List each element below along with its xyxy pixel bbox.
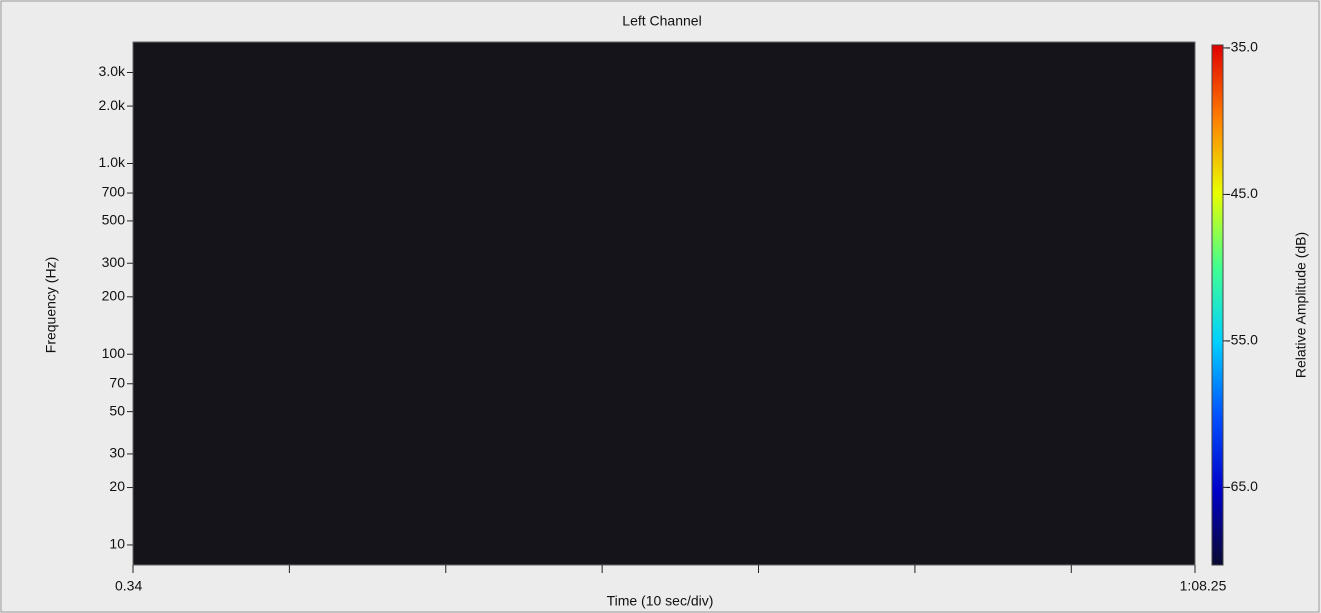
y-tick-label: 3.0k bbox=[99, 63, 126, 79]
y-tick-label: 500 bbox=[102, 212, 126, 228]
colorbar-tick-label: -35.0 bbox=[1226, 39, 1258, 55]
plot-area bbox=[133, 42, 1195, 565]
y-tick-label: 200 bbox=[102, 288, 126, 304]
colorbar bbox=[1212, 45, 1223, 565]
y-tick-label: 70 bbox=[109, 374, 125, 390]
colorbar-tick-label: -65.0 bbox=[1226, 478, 1258, 494]
chart: Left Channel Time (10 sec/div) Frequency… bbox=[0, 0, 1321, 613]
colorbar-label: Relative Amplitude (dB) bbox=[1293, 232, 1309, 378]
y-tick-label: 1.0k bbox=[99, 154, 126, 170]
y-axis-label: Frequency (Hz) bbox=[43, 257, 59, 353]
x-tick-label: 0.34 bbox=[115, 578, 142, 594]
y-tick-label: 2.0k bbox=[99, 97, 126, 113]
y-tick-label: 50 bbox=[109, 402, 125, 418]
chart-title: Left Channel bbox=[622, 13, 701, 29]
y-tick-label: 300 bbox=[102, 254, 126, 270]
x-axis-label: Time (10 sec/div) bbox=[607, 593, 714, 609]
y-tick-label: 700 bbox=[102, 184, 126, 200]
y-tick-label: 30 bbox=[109, 445, 125, 461]
colorbar-tick-label: -45.0 bbox=[1226, 185, 1258, 201]
colorbar-tick-label: -55.0 bbox=[1226, 332, 1258, 348]
y-tick-label: 20 bbox=[109, 478, 125, 494]
y-tick-label: 100 bbox=[102, 345, 126, 361]
y-tick-label: 10 bbox=[109, 536, 125, 552]
x-tick-label: 1:08.25 bbox=[1180, 578, 1227, 594]
